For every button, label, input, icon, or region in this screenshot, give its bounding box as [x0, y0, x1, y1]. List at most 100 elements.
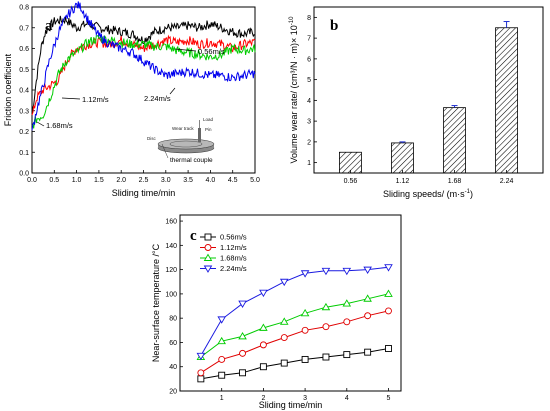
- panel-c-point-0.56m/s: [301, 355, 309, 363]
- panel-c-point-2.24m/s: [196, 352, 206, 361]
- panel-a-ytick-label: 0.5: [19, 67, 29, 74]
- legend-label-1.68m/s: 1.68m/s: [220, 254, 247, 263]
- panel-c-point-0.56m/s: [364, 348, 372, 356]
- panel-a-xtick-label: 1.0: [72, 177, 82, 184]
- panel-a-ytick-label: 0.4: [19, 88, 29, 95]
- panel-a-series-line-1.68m/s: [31, 34, 256, 129]
- panel-b-ytick-label: 6: [307, 56, 311, 63]
- inset-disc-top: [157, 138, 215, 150]
- panel-b-bar-1.68: [443, 107, 466, 174]
- panel-b-ytick-label: 1: [307, 160, 311, 167]
- panel-c-xtick-label: 4: [345, 395, 349, 402]
- panel-c-xtick-label: 5: [387, 395, 391, 402]
- panel-b-frame: [313, 6, 544, 174]
- inset-pin: [198, 128, 201, 142]
- panel-a-xlabel: Sliding time/min: [112, 188, 176, 198]
- annotation-2-24: 2.24m/s: [144, 94, 171, 103]
- panel-c-point-1.12m/s: [280, 334, 288, 342]
- legend-marker-1.68m/s: [203, 253, 213, 261]
- panel-c-xtick-label: 2: [261, 395, 265, 402]
- panel-c-point-1.12m/s: [197, 369, 205, 377]
- panel-a-xtick-label: 0.5: [49, 177, 59, 184]
- inset-label-pin: Pin: [205, 127, 212, 132]
- inset-wear-track: [169, 140, 203, 148]
- panel-b-ytick-label: 5: [307, 77, 311, 84]
- panel-a: a 0.0 0.5 1.0 1.5 2.0 2.5 3.0 3.5 4.0 4.5 5.0 0.0 0.…: [3, 1, 260, 198]
- panel-c-point-0.56m/s: [218, 371, 226, 379]
- panel-c-point-2.24m/s: [384, 264, 393, 272]
- panel-c-point-1.12m/s: [218, 355, 226, 363]
- panel-b-ytick-label: 7: [307, 36, 311, 43]
- panel-a-series-line-2.24m/s: [31, 1, 256, 131]
- panel-c-xtick-label: 1: [220, 395, 224, 402]
- panel-c-point-1.12m/s: [301, 326, 309, 334]
- inset-label-wear-track: Wear track: [172, 126, 194, 131]
- panel-a-xtick-label: 4.5: [228, 177, 238, 184]
- panel-b-ytick-label: 2: [307, 139, 311, 146]
- panel-a-series-line-0.56m/s: [31, 15, 256, 116]
- panel-b-xtick-label: 0.56: [344, 178, 358, 185]
- panel-c-point-0.56m/s: [197, 375, 205, 383]
- panel-c-point-1.12m/s: [364, 312, 372, 320]
- panel-c-point-1.68m/s: [363, 294, 372, 302]
- panel-a-ytick-label: 0.2: [19, 129, 29, 136]
- panel-a-xtick-label: 5.0: [250, 177, 260, 184]
- panel-c-ytick-label: 160: [165, 219, 177, 226]
- panel-a-xtick-label: 3.5: [183, 177, 193, 184]
- panel-a-xtick-label: 2.5: [139, 177, 149, 184]
- panel-a-series-line-1.12m/s: [31, 34, 256, 116]
- panel-a-ytick-label: 0.1: [19, 150, 29, 157]
- panel-b-xtick-label: 1.12: [396, 178, 410, 185]
- panel-b-ytick-label: 4: [307, 98, 311, 105]
- panel-c-point-0.56m/s: [280, 359, 288, 367]
- panel-a-xtick-label: 2.0: [116, 177, 126, 184]
- panel-a-ytick-label: 0.3: [19, 108, 29, 115]
- panel-c-point-2.24m/s: [217, 316, 226, 324]
- panel-c-ytick-label: 20: [169, 389, 177, 396]
- legend-marker-2.24m/s: [203, 265, 213, 273]
- panel-a-xtick-label: 0.0: [27, 177, 37, 184]
- inset-label-thermal-couple: thermal couple: [170, 157, 213, 164]
- panel-c-ytick-label: 120: [165, 267, 177, 274]
- panel-c-point-0.56m/s: [385, 345, 392, 352]
- legend-label-2.24m/s: 2.24m/s: [220, 264, 247, 273]
- inset-thermocouple-wire: [161, 143, 169, 159]
- annotation-0-56-arrow: [174, 48, 197, 52]
- panel-c-ytick-label: 100: [165, 291, 177, 298]
- panel-b-bar-1.12: [391, 142, 414, 174]
- panel-c-point-2.24m/s: [342, 267, 352, 276]
- panel-c-ytick-label: 60: [169, 340, 177, 347]
- panel-c-series-line-1.68m/s: [200, 293, 389, 358]
- legend-label-1.12m/s: 1.12m/s: [220, 243, 247, 252]
- panel-b-ylabel: Volume wear rate/ (cm³/N · m)× 10-10: [289, 16, 299, 164]
- panel-a-ylabel: Friction coefficient: [3, 53, 13, 126]
- panel-a-xtick-label: 3.0: [161, 177, 171, 184]
- panel-c-point-2.24m/s: [238, 300, 247, 308]
- inset-label-load: Load: [203, 117, 214, 122]
- panel-c-point-1.68m/s: [321, 302, 331, 311]
- panel-b-bar-2.24: [495, 27, 518, 174]
- panel-c-point-0.56m/s: [343, 351, 351, 359]
- panel-a-ytick-label: 0.6: [19, 46, 29, 53]
- panel-c: c 1 2 3 4 5 20 40 60 80 100 120 140 160 0.56m/s1.12m…: [151, 214, 402, 410]
- panel-c-series-line-0.56m/s: [200, 348, 389, 380]
- annotation-1-12-arrow: [61, 97, 81, 100]
- panel-b-label: b: [330, 18, 338, 34]
- panel-c-xtick-label: 3: [303, 395, 307, 402]
- pin-on-disc-inset: Wear track Load Pin Disc thermal couple: [147, 117, 215, 164]
- panel-c-point-2.24m/s: [321, 267, 331, 276]
- annotation-0-56: 0.56m/s: [198, 47, 225, 56]
- panel-c-series-line-1.12m/s: [200, 310, 389, 374]
- panel-c-point-1.68m/s: [342, 299, 352, 307]
- panel-c-point-1.68m/s: [238, 331, 247, 340]
- panel-c-point-1.12m/s: [259, 341, 267, 349]
- panel-b: b 1 2 3 4 5 6 7 8 0.56 1.12 1.68 2.24 Sliding speed…: [289, 6, 544, 199]
- panel-b-ytick-label: 3: [307, 119, 311, 126]
- panel-b-xlabel: Sliding speeds/ (m·s-1): [383, 189, 473, 199]
- panel-c-series-line-2.24m/s: [200, 266, 389, 357]
- panel-c-ylabel: Near-surface temperature /°C: [151, 243, 161, 362]
- inset-label-disc: Disc: [147, 136, 156, 141]
- panel-c-point-0.56m/s: [259, 363, 267, 371]
- panel-c-ytick-label: 140: [165, 243, 177, 250]
